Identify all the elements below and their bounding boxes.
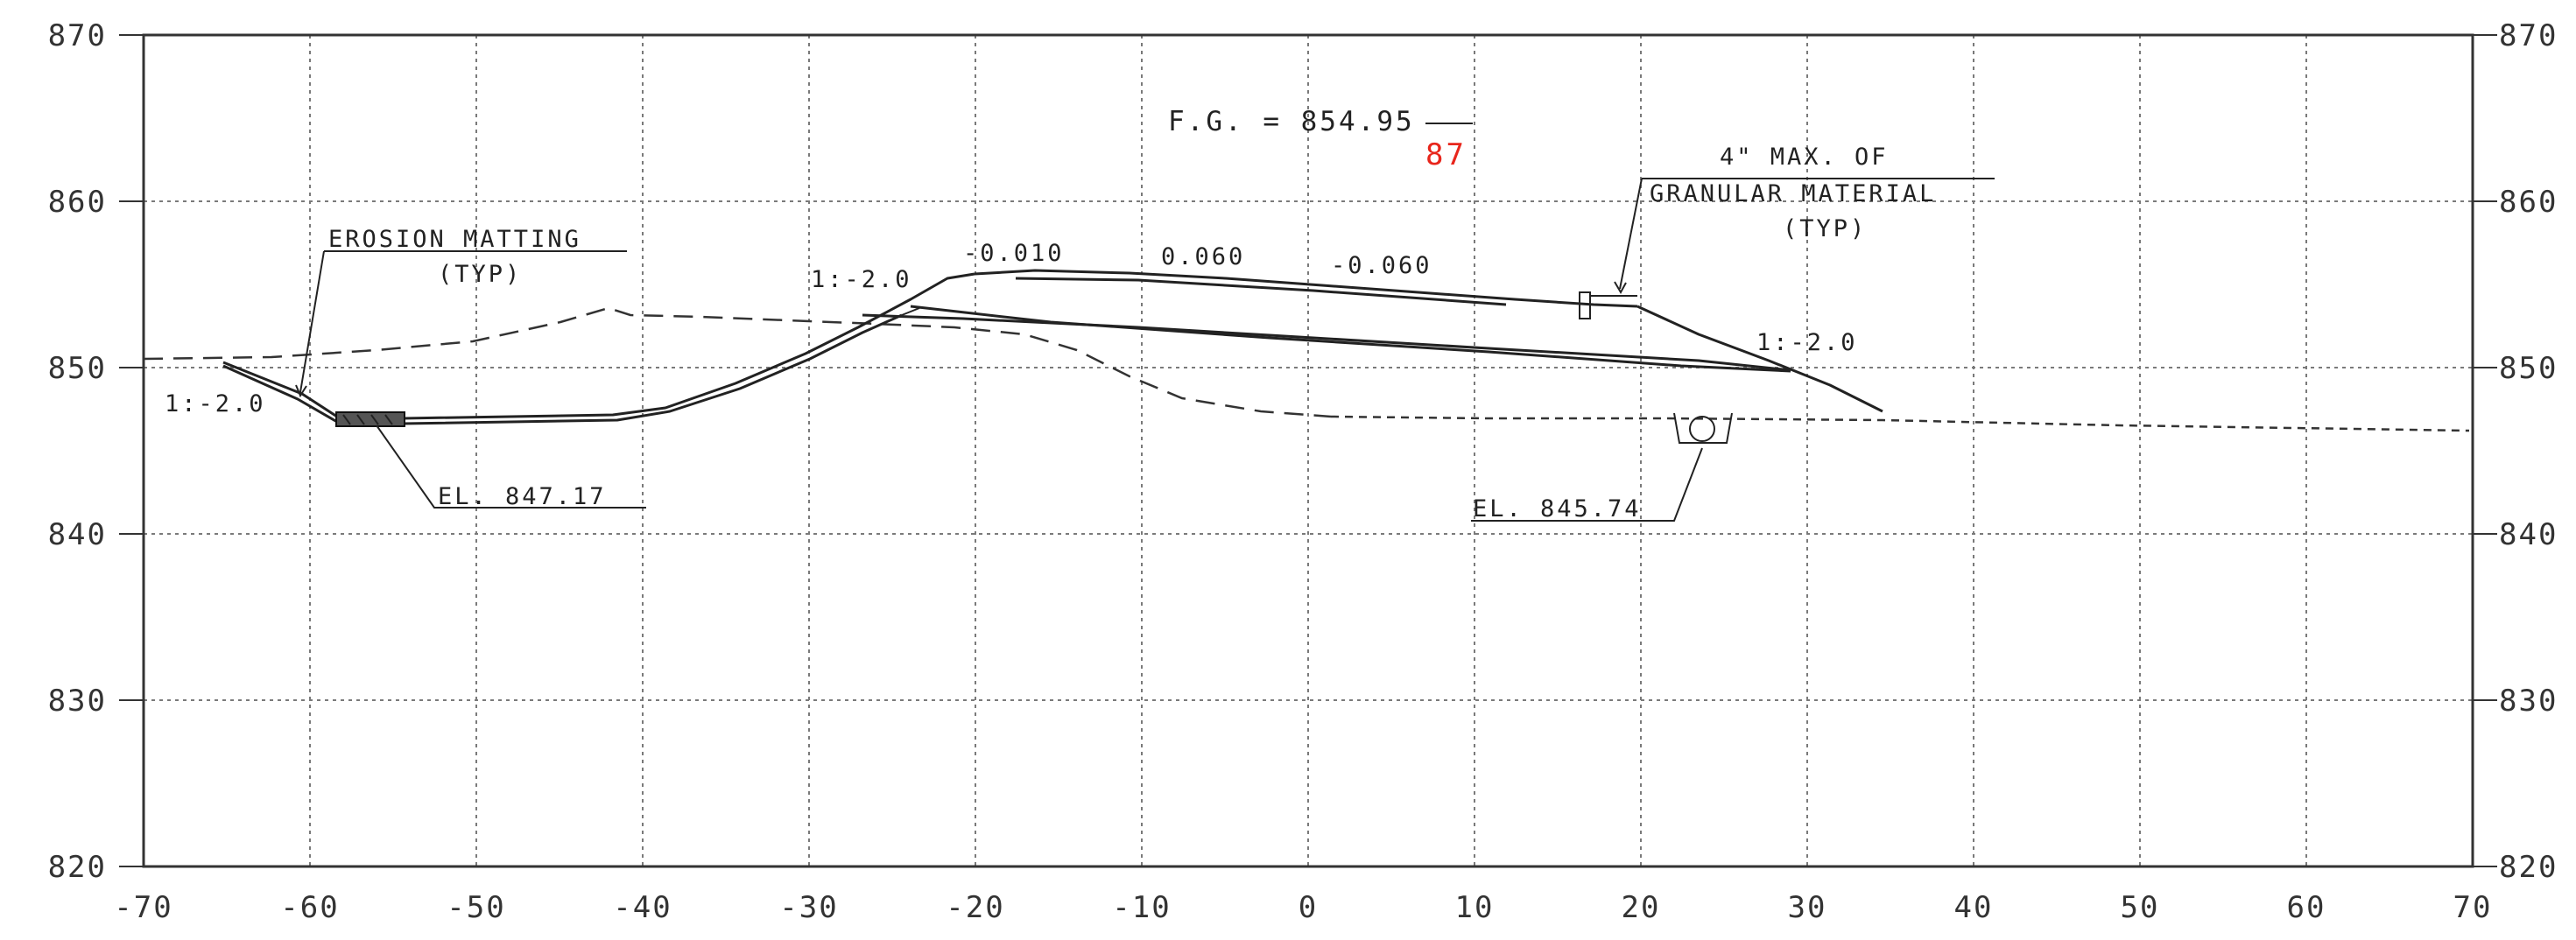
cross-slope-label-2: 0.060 (1161, 243, 1245, 270)
granular-material-line3: (TYP) (1783, 215, 1867, 242)
x-tick-label: -40 (613, 890, 672, 925)
y-tick-label-left: 820 (48, 850, 107, 885)
x-tick-label: 30 (1788, 890, 1827, 925)
elevation-label-right: EL. 845.74 (1473, 495, 1642, 523)
cross-slope-label-1: -0.010 (963, 240, 1065, 267)
y-axis-labels-right: 870 860 850 840 830 820 (2499, 18, 2558, 885)
x-tick-label: -10 (1112, 890, 1171, 925)
x-tick-label: 40 (1954, 890, 1994, 925)
slope-label-left-inner: 1:-2.0 (811, 266, 912, 293)
y-tick-label-right: 860 (2499, 185, 2558, 220)
y-tick-label-left: 860 (48, 185, 107, 220)
x-tick-label: 70 (2453, 890, 2493, 925)
granular-material-line1: 4" MAX. OF (1720, 144, 1889, 171)
x-axis-labels: -70 -60 -50 -40 -30 -20 -10 0 10 20 30 40 50 60 70 (114, 890, 2493, 925)
cross-slope-label-3: -0.060 (1331, 252, 1432, 279)
y-tick-label-left: 830 (48, 684, 107, 719)
plot-frame (142, 33, 2474, 868)
erosion-matting-line1: EROSION MATTING (328, 226, 581, 253)
x-tick-label: -30 (779, 890, 838, 925)
y-tick-label-right: 870 (2499, 18, 2558, 53)
slope-label-left-outer: 1:-2.0 (165, 390, 266, 417)
existing-ground-line-right (1330, 415, 2470, 432)
slope-label-right: 1:-2.0 (1756, 329, 1858, 356)
x-tick-label: 20 (1622, 890, 1661, 925)
y-tick-label-right: 850 (2499, 351, 2558, 386)
x-tick-label: 0 (1299, 890, 1318, 925)
y-tick-label-left: 850 (48, 351, 107, 386)
x-tick-label: 10 (1455, 890, 1495, 925)
y-tick-label-left: 870 (48, 18, 107, 53)
finish-grade-label: F.G. = 854.95 (1168, 106, 1415, 137)
y-axis-labels-left: 870 860 850 840 830 820 (48, 18, 2497, 885)
grid-lines (144, 35, 2473, 866)
proposed-section (222, 269, 1883, 444)
finish-grade-correction: 87 (1425, 137, 1467, 172)
x-tick-label: -60 (280, 890, 339, 925)
x-tick-label: -20 (946, 890, 1004, 925)
leader-lines (295, 123, 1995, 522)
x-tick-label: -50 (447, 890, 505, 925)
x-tick-label: 60 (2287, 890, 2326, 925)
y-tick-label-left: 840 (48, 517, 107, 552)
y-tick-label-right: 840 (2499, 517, 2558, 552)
existing-ground-line (143, 306, 1332, 418)
elevation-label-left: EL. 847.17 (438, 483, 607, 510)
erosion-matting-line2: (TYP) (438, 261, 522, 288)
granular-material-line2: GRANULAR MATERIAL (1650, 180, 1936, 207)
x-tick-label: 50 (2121, 890, 2160, 925)
y-tick-label-right: 820 (2499, 850, 2558, 885)
x-tick-label: -70 (114, 890, 172, 925)
y-tick-label-right: 830 (2499, 684, 2558, 719)
